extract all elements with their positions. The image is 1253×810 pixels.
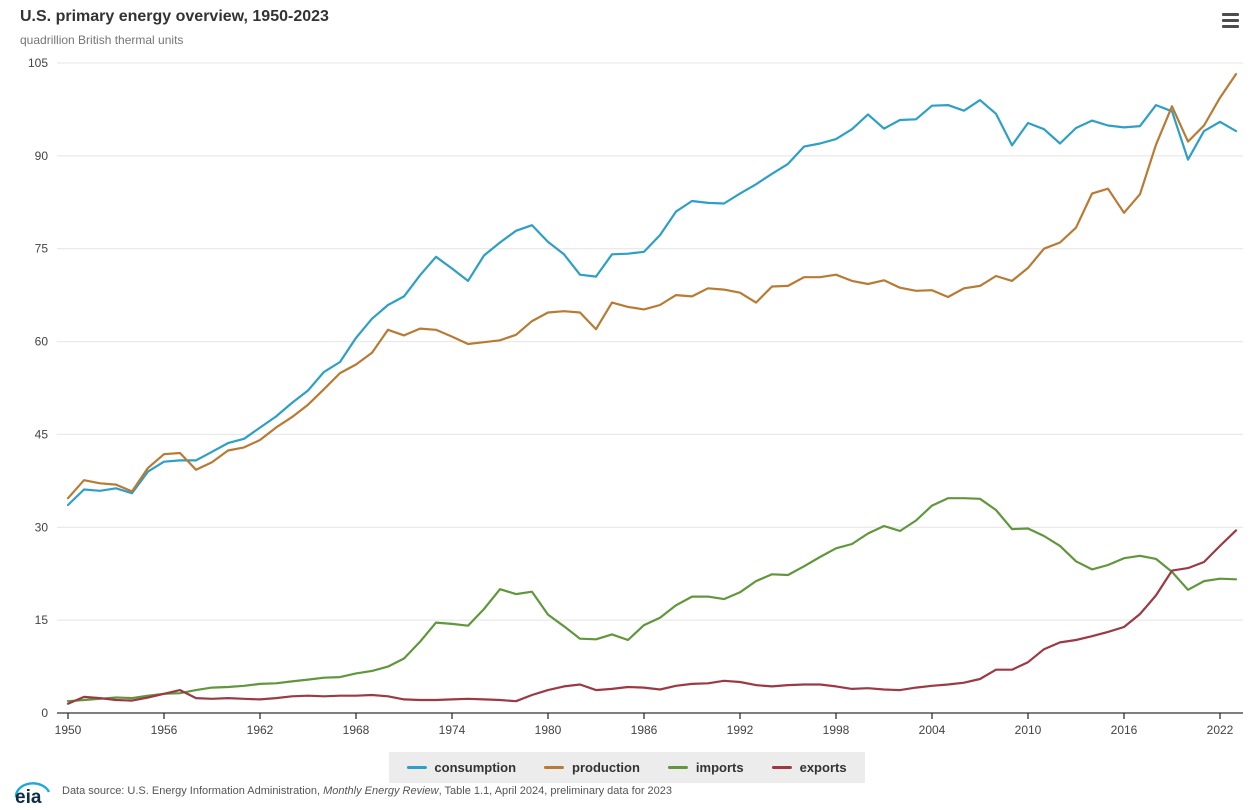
legend-label: production xyxy=(572,760,640,775)
menu-bar xyxy=(1222,13,1239,16)
exports-line xyxy=(66,529,1238,705)
hamburger-menu-icon[interactable] xyxy=(1222,13,1239,28)
footer: eia Data source: U.S. Energy Information… xyxy=(12,776,672,806)
x-axis-tick-label: 1974 xyxy=(439,723,466,737)
legend-label: exports xyxy=(799,760,847,775)
exports-line-swatch xyxy=(771,766,792,769)
units-label: quadrillion British thermal units xyxy=(20,33,184,47)
imports-line-swatch xyxy=(667,766,688,769)
y-axis-tick-label: 30 xyxy=(35,520,49,534)
source-publication: Monthly Energy Review xyxy=(323,785,439,797)
legend-item-imports[interactable]: imports xyxy=(667,760,744,775)
source-suffix: , Table 1.1, April 2024, preliminary dat… xyxy=(438,785,673,797)
x-axis-tick-label: 2010 xyxy=(1015,723,1042,737)
chart-legend: consumption production imports exports xyxy=(388,752,865,783)
x-axis-tick-label: 1956 xyxy=(151,723,178,737)
legend-label: imports xyxy=(695,760,744,775)
y-axis-tick-label: 75 xyxy=(35,242,49,256)
production-line-swatch xyxy=(544,766,565,769)
x-axis-tick-label: 2016 xyxy=(1111,723,1138,737)
y-axis-tick-label: 15 xyxy=(35,613,49,627)
page-title: U.S. primary energy overview, 1950-2023 xyxy=(20,8,329,25)
eia-logo-text: eia xyxy=(15,787,42,806)
x-axis-tick-label: 1980 xyxy=(535,723,562,737)
legend-label: consumption xyxy=(434,760,517,775)
data-source-note: Data source: U.S. Energy Information Adm… xyxy=(62,785,672,797)
consumption-line-swatch xyxy=(406,766,427,769)
y-axis-tick-label: 0 xyxy=(41,706,48,720)
legend-item-consumption[interactable]: consumption xyxy=(406,760,516,775)
chart-canvas: 0 15 30 45 60 75 90 105 1950 1956 1962 1968 1974 1980… xyxy=(28,56,1243,737)
x-axis-tick-label: 1950 xyxy=(55,723,82,737)
eia-logo[interactable]: eia xyxy=(12,776,54,806)
production-line xyxy=(66,72,1238,500)
x-axis-tick-label: 2022 xyxy=(1207,723,1234,737)
menu-bar xyxy=(1222,25,1239,28)
x-axis-tick-label: 1998 xyxy=(823,723,850,737)
x-axis-tick-label: 1986 xyxy=(631,723,658,737)
legend-item-production[interactable]: production xyxy=(544,760,640,775)
y-axis-tick-label: 60 xyxy=(35,335,49,349)
x-axis-tick-label: 1962 xyxy=(247,723,274,737)
y-axis-tick-label: 105 xyxy=(28,56,48,70)
x-axis-tick-label: 1992 xyxy=(727,723,754,737)
imports-line xyxy=(66,497,1238,703)
x-axis-tick-label: 1968 xyxy=(343,723,370,737)
y-axis-tick-label: 45 xyxy=(35,427,49,441)
consumption-line xyxy=(66,98,1238,507)
legend-item-exports[interactable]: exports xyxy=(771,760,847,775)
y-axis-tick-label: 90 xyxy=(35,149,49,163)
eia-logo-swoosh xyxy=(14,782,51,798)
source-prefix: Data source: U.S. Energy Information Adm… xyxy=(62,785,324,797)
x-axis-tick-label: 2004 xyxy=(919,723,946,737)
menu-bar xyxy=(1222,19,1239,22)
